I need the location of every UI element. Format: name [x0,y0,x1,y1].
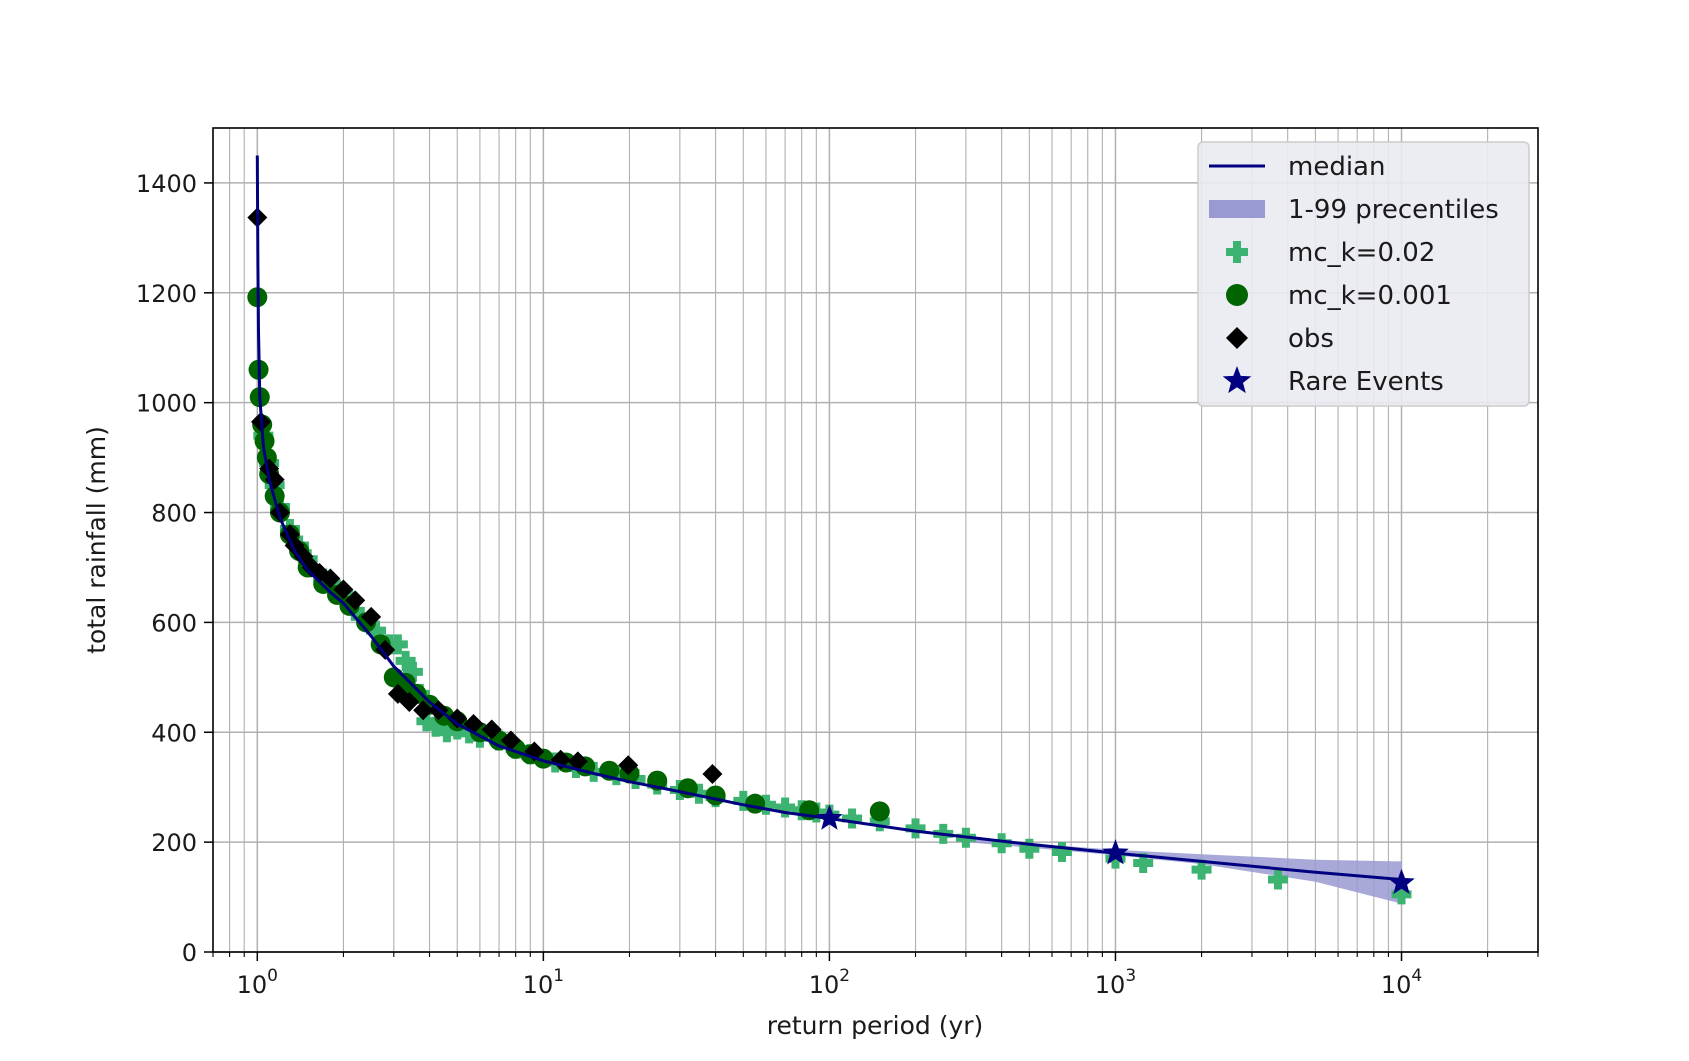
mc-k-0-02-point [416,711,437,732]
legend-box [1197,141,1530,407]
legend-band-swatch [1209,200,1265,218]
y-tick-label: 600 [151,609,197,637]
rare-event-point [816,804,843,830]
mc-k-0-02-point [1019,838,1040,859]
mc-k-0-001-point [745,793,766,814]
y-tick-label: 1200 [136,280,197,308]
legend-label: 1-99 precentiles [1288,195,1499,225]
mc-k-0-02-point [688,783,709,804]
mc-k-0-02-point [459,723,480,744]
rare-event-point [1388,868,1415,895]
mc-k-0-02-point [1133,853,1154,874]
y-axis-label: total rainfall (mm) [82,426,111,654]
mc-k-0-02-point [842,808,863,829]
obs-point [320,568,341,589]
mc-k-0-02-point [402,661,423,682]
y-tick-label: 400 [151,719,197,747]
mc-k-0-02-point [755,794,776,815]
mc-k-0-02-point [991,833,1012,854]
obs-point [567,751,588,772]
legend-label: Rare Events [1288,367,1444,397]
axis-ticks: 0 200 400 600 800 1000 1200 1400 100 101 102 103 104 [136,170,1539,999]
rare-event-point [1102,839,1129,865]
mc-k-0-001-point [705,785,726,806]
mc-k-0-02-point [1191,859,1212,880]
median-line [255,155,1402,881]
legend-circle-swatch [1226,284,1248,306]
mc-k-0-02-point [905,818,926,839]
legend-star-swatch [1222,366,1252,394]
legend-plus-swatch [1226,241,1248,263]
y-tick-label: 800 [151,500,197,528]
mc-k-0-02-point [1391,884,1412,905]
x-tick-label: 104 [1381,966,1422,999]
legend-label: obs [1288,324,1334,354]
obs-point [447,708,468,729]
y-tick-label: 1400 [136,170,197,198]
mc-k-0-02-point [436,722,457,743]
obs-point [361,606,382,627]
obs-point [481,719,502,740]
mc-k-0-02-point [395,650,416,671]
mc-k-0-001-point [254,431,275,452]
obs-point [399,692,420,713]
legend: median 1-99 precentiles mc_k=0.02 mc_k=0.00… [1197,141,1530,407]
y-tick-label: 0 [182,939,197,967]
mc-k-0-02-point [733,790,754,811]
obs-point [413,700,434,721]
y-tick-label: 1000 [136,390,197,418]
obs-point [500,730,521,751]
x-tick-label: 101 [523,966,564,999]
x-tick-label: 100 [237,966,278,999]
mc-k-0-02-point [425,716,446,737]
mc-k-0-02-point [366,620,387,641]
mc-k-0-02-point [387,634,408,655]
x-tick-label: 103 [1095,966,1136,999]
legend-diamond-swatch [1226,327,1248,349]
legend-label: mc_k=0.02 [1288,238,1435,268]
plot-area [247,155,1415,905]
plot-frame [212,127,1539,953]
x-axis-label: return period (yr) [767,1011,984,1040]
mc-k-0-02-point [1268,869,1289,890]
mc-k-0-001-point [869,801,890,822]
y-tick-label: 200 [151,829,197,857]
mc-k-0-02-point [583,761,604,782]
x-tick-label: 102 [809,966,850,999]
obs-point [345,590,366,611]
mc-k-0-02-point [775,797,796,818]
obs-point [333,579,354,600]
mc-k-0-02-point [1051,842,1072,863]
legend-label: median [1288,152,1385,182]
obs-point [702,764,723,785]
legend-label: mc_k=0.001 [1288,281,1452,311]
obs-point [375,639,396,660]
obs-point [618,755,639,776]
